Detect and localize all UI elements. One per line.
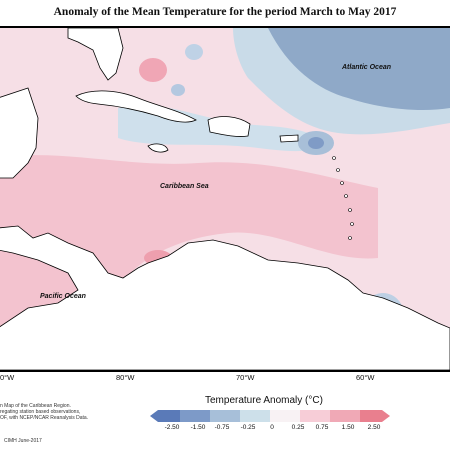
land-yucatan [0, 87, 39, 179]
legend-tick-0: -2.50 [164, 424, 180, 431]
lon-label-70w: 70°W [236, 373, 255, 382]
legend-tick-1: -1.50 [190, 424, 206, 431]
cool-region-atlantic-core [268, 28, 450, 110]
legend-swatch-3 [240, 410, 270, 422]
label-caribbean-sea: Caribbean Sea [160, 183, 209, 190]
warm-spot-bahamas [139, 58, 167, 82]
land-jamaica [147, 143, 169, 153]
lon-label-80w: 80°W [116, 373, 135, 382]
legend-swatch-0 [150, 410, 180, 422]
credit-line-1: n Map of the Caribbean Region. [0, 403, 71, 409]
land-hispaniola [207, 116, 251, 137]
land-puerto-rico [279, 134, 299, 143]
cool-spot-bahamas [185, 44, 203, 60]
legend-tick-6: 0.75 [315, 424, 329, 431]
cool-spot-cuba [171, 84, 185, 96]
legend-swatch-1 [180, 410, 210, 422]
label-atlantic-ocean: Atlantic Ocean [342, 64, 392, 71]
label-pacific-ocean: Pacific Ocean [40, 293, 86, 300]
legend-tick-2: -0.75 [214, 424, 230, 431]
cool-core-puerto-rico [308, 137, 324, 149]
credit-line-2: regating station based observations, [0, 409, 81, 415]
legend-tick-5: 0.25 [291, 424, 305, 431]
legend-swatch-6 [330, 410, 360, 422]
legend-tick-3: -0.25 [240, 424, 256, 431]
legend-swatch-2 [210, 410, 240, 422]
legend-swatch-7 [360, 410, 390, 422]
lesser-antilles [332, 156, 354, 240]
legend-tick-7: 1.50 [341, 424, 355, 431]
anomaly-map [0, 26, 450, 372]
legend-swatch-4 [270, 410, 300, 422]
legend-swatch-5 [300, 410, 330, 422]
legend-tick-4: 0 [270, 424, 274, 431]
lon-label-60w: 60°W [356, 373, 375, 382]
credit-line-3: OF, with NCEP/NCAR Reanalysis Data. [0, 415, 89, 421]
land-mainland [0, 225, 450, 370]
map-canvas [0, 28, 450, 370]
legend-tick-8: 2.50 [367, 424, 381, 431]
credit-line-4: CIMH June-2017 [4, 438, 42, 444]
map-title: Anomaly of the Mean Temperature for the … [53, 6, 397, 18]
land-cuba [75, 90, 197, 123]
legend-colorbar [150, 410, 390, 422]
legend-title: Temperature Anomaly (°C) [205, 395, 323, 406]
lon-label-90w: 0°W [0, 373, 15, 382]
land-florida [67, 28, 124, 81]
